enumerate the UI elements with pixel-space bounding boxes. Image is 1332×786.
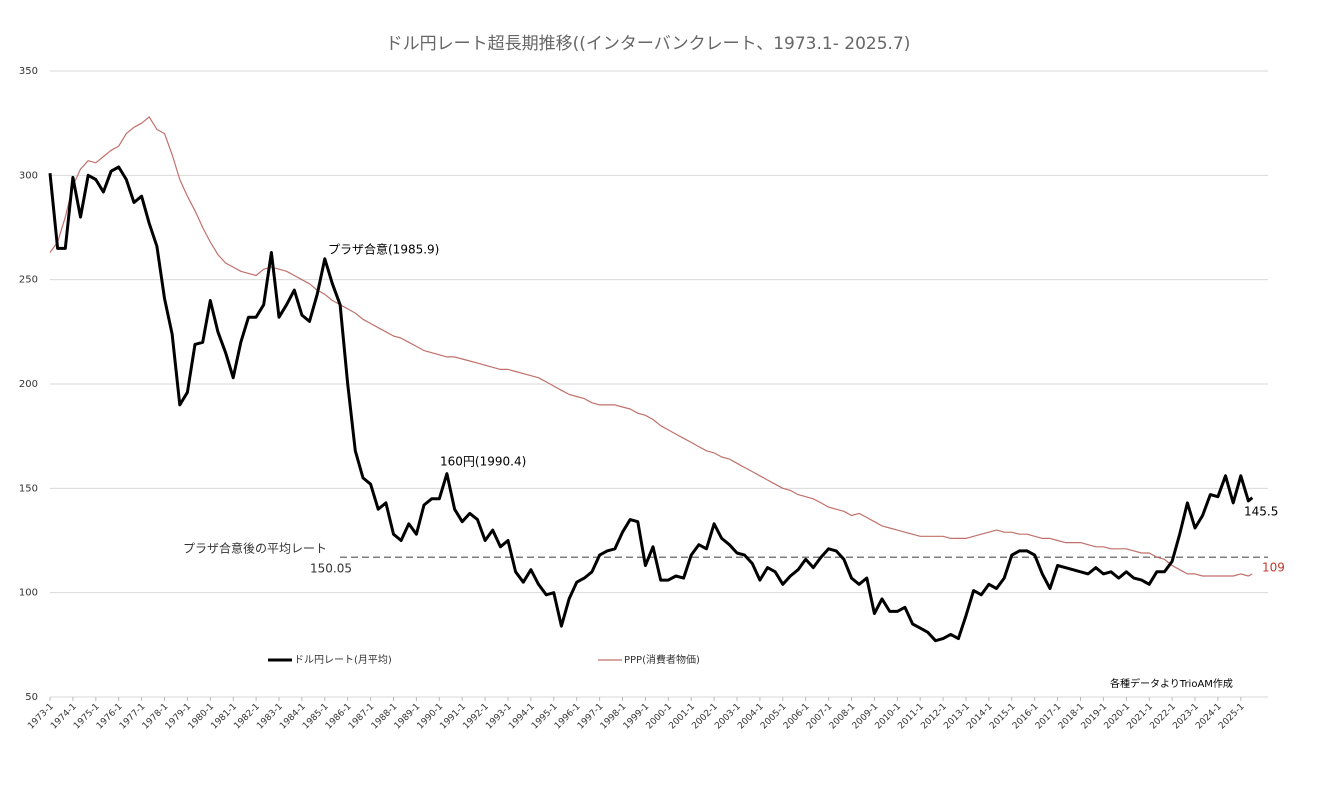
source-note: 各種データよりTrioAM作成 [1110,677,1233,690]
y-tick-label: 300 [19,170,38,181]
annotation: 145.5 [1244,505,1278,519]
legend-label: PPP(消費者物価) [624,653,700,666]
annotation: プラザ合意(1985.9) [328,242,439,257]
series-line [49,116,1253,577]
y-tick-label: 200 [19,379,38,390]
reference-value-text: 150.05 [310,562,352,576]
reference-label: プラザ合意後の平均レート [183,541,327,556]
annotation: 109 [1262,561,1285,575]
y-tick-label: 50 [25,692,38,703]
x-tick-label: 2025-1 [1217,702,1247,732]
y-tick-label: 150 [19,483,38,494]
y-tick-label: 350 [19,66,38,77]
series-line [48,165,1254,643]
legend-label: ドル円レート(月平均) [294,654,392,666]
chart-title: ドル円レート超長期推移((インターバンクレート、1973.1- 2025.7) [386,34,911,54]
y-tick-label: 250 [19,275,38,286]
y-tick-label: 100 [19,588,38,599]
annotation: 160円(1990.4) [440,455,526,469]
